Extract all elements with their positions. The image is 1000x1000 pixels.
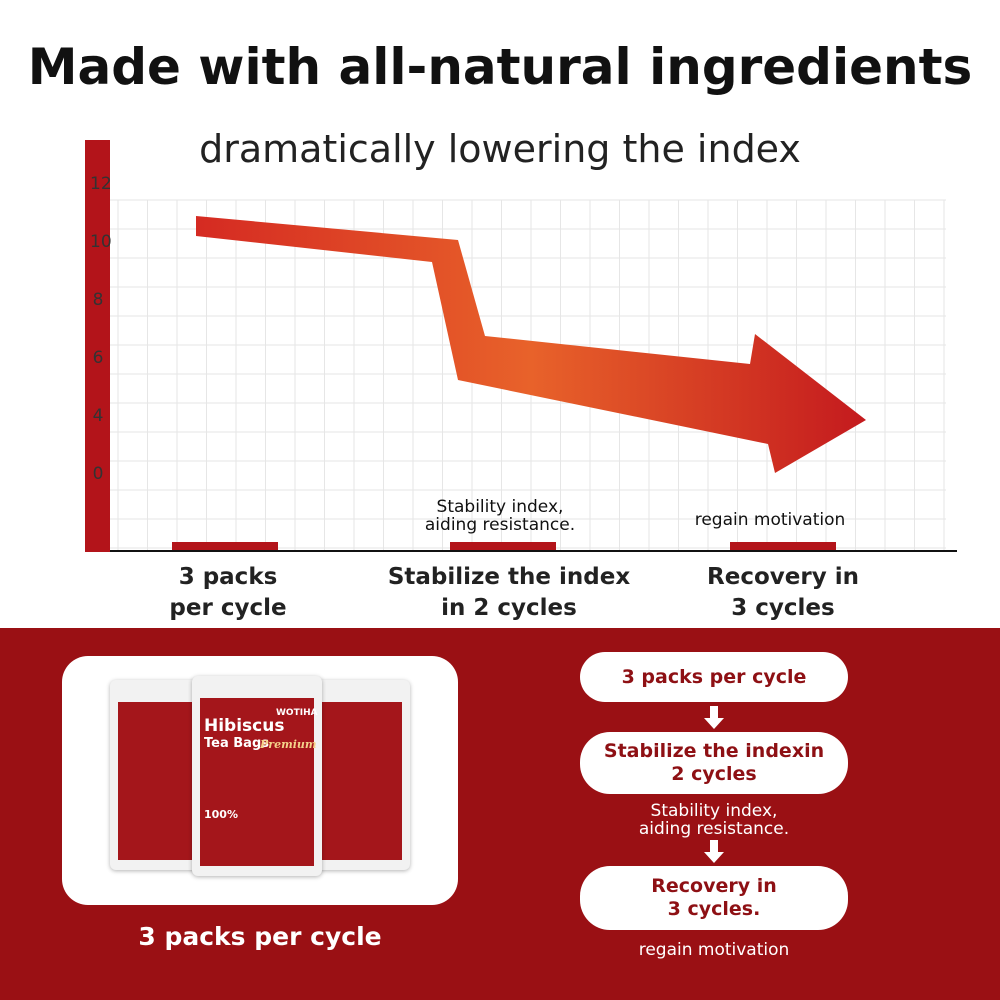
- grid: [110, 199, 946, 550]
- step-arrow: [704, 840, 724, 863]
- y-label: 12: [90, 174, 112, 194]
- y-label: 8: [92, 290, 104, 310]
- trend-arrow: [196, 216, 866, 473]
- graph: [85, 140, 957, 552]
- y-label: 4: [92, 406, 104, 426]
- axis-bar: [85, 140, 110, 552]
- product-box: WOTIHA Hibiscus Tea Bags Premium 100%: [62, 656, 458, 905]
- step: Stabilize the indexin 2 cycles: [580, 732, 848, 794]
- step: Recovery in 3 cycles.: [580, 866, 848, 930]
- stage-marker: [450, 542, 556, 550]
- y-label: 10: [90, 232, 112, 252]
- graph-note: Stability index, aiding resistance.: [424, 497, 576, 535]
- step-note: regain motivation: [638, 940, 790, 960]
- step: 3 packs per cycle: [580, 652, 848, 702]
- brand: WOTIHA: [276, 708, 318, 718]
- stage-marker: [172, 542, 278, 550]
- title: Made with all-natural ingredients: [27, 38, 973, 96]
- product-name: Hibiscus: [204, 716, 285, 736]
- step-arrow: [704, 706, 724, 729]
- stage-label: Stabilize the index in 2 cycles: [387, 564, 631, 621]
- y-label: 0: [92, 464, 104, 484]
- subtitle: dramatically lowering the index: [199, 127, 801, 171]
- product-kind: Tea Bags: [204, 736, 269, 751]
- graph-note: regain motivation: [694, 510, 846, 530]
- stage-marker: [730, 542, 836, 550]
- y-label: 6: [92, 348, 104, 368]
- product-grade: Premium: [260, 738, 317, 751]
- stage-label: 3 packs per cycle: [169, 564, 287, 621]
- product-badge: 100%: [204, 808, 238, 821]
- stage-label: Recovery in 3 cycles: [707, 564, 859, 621]
- product-bag: WOTIHA Hibiscus Tea Bags Premium 100%: [192, 676, 322, 876]
- caption: 3 packs per cycle: [138, 922, 382, 951]
- step-note: Stability index, aiding resistance.: [638, 801, 790, 839]
